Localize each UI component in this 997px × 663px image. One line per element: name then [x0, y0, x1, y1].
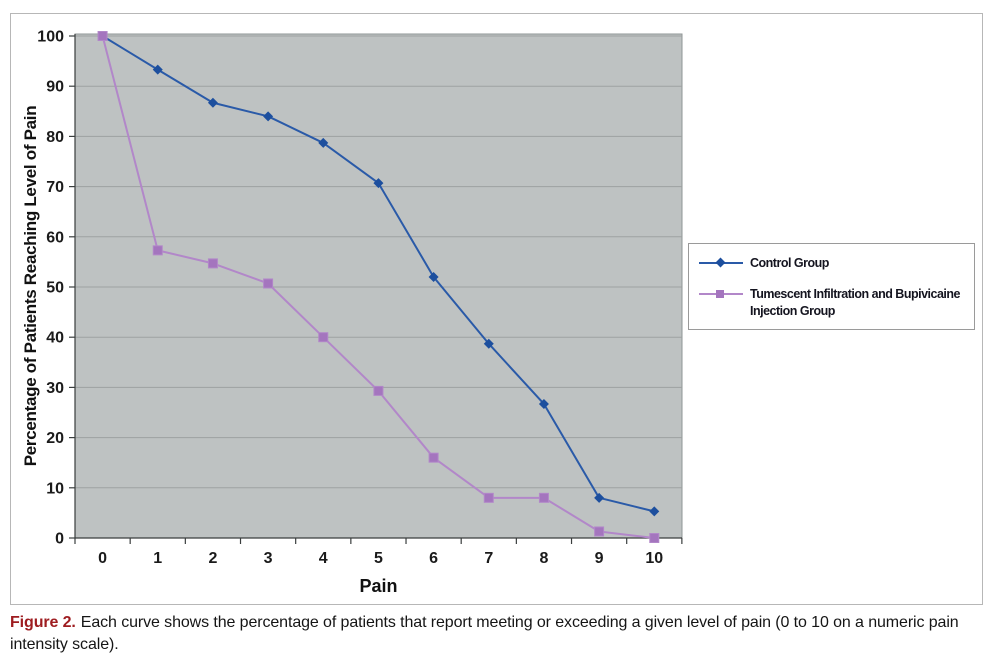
y-tick-label: 50 — [46, 280, 64, 297]
line-chart: 0 10 20 30 40 50 60 70 80 90 100 0 1 2 3 4 5 6 7 8 9 10 Percen… — [21, 29, 683, 596]
data-point-marker-square — [428, 452, 439, 463]
legend-item-control-group: Control Group — [699, 255, 966, 271]
data-point-marker-diamond — [318, 137, 329, 148]
figure-caption-label: Figure 2. — [10, 614, 76, 631]
data-point-marker-square — [373, 385, 384, 396]
legend-label-tumescent-group: Tumescent Infiltration and Bupivicaine I… — [750, 286, 960, 319]
figure-caption-text: Each curve shows the percentage of patie… — [10, 614, 959, 654]
x-tick-label: 6 — [429, 550, 438, 567]
y-tick-label: 0 — [55, 531, 64, 548]
x-tick-label: 4 — [319, 550, 328, 567]
data-point-marker-square — [318, 332, 329, 343]
x-tick-label: 3 — [264, 550, 273, 567]
y-tick-label: 100 — [37, 29, 64, 46]
y-tick-label: 40 — [46, 330, 64, 347]
data-point-marker-diamond — [428, 271, 439, 282]
data-point-marker-square — [263, 278, 274, 289]
x-tick-label: 9 — [595, 550, 604, 567]
y-tick-label: 80 — [46, 129, 64, 146]
data-point-marker-diamond — [152, 64, 163, 75]
x-axis-title: Pain — [359, 576, 397, 596]
data-point-marker-diamond — [538, 398, 549, 409]
chart-figure: 0 10 20 30 40 50 60 70 80 90 100 0 1 2 3 4 5 6 7 8 9 10 Percen… — [10, 13, 983, 605]
data-point-marker-diamond — [263, 111, 274, 122]
x-tick-label: 0 — [98, 550, 107, 567]
legend-label-control-group: Control Group — [750, 255, 829, 271]
x-tick-label: 7 — [484, 550, 493, 567]
legend-label-text: Tumescent Infiltration and Bupivicaine — [750, 287, 960, 302]
y-tick-label: 60 — [46, 229, 64, 246]
legend-label-text-line2: Injection Group — [750, 303, 835, 318]
data-point-marker-square — [538, 492, 549, 503]
control-group-marker-icon — [699, 256, 743, 269]
y-tick-label: 10 — [46, 480, 64, 497]
x-tick-label: 8 — [539, 550, 548, 567]
data-point-marker-diamond — [207, 97, 218, 108]
data-point-marker-diamond — [649, 506, 660, 517]
legend-item-tumescent-group: Tumescent Infiltration and Bupivicaine I… — [699, 286, 966, 319]
data-point-marker-square — [207, 258, 218, 269]
data-point-marker-square — [649, 533, 660, 543]
legend-label-text: Control Group — [750, 256, 829, 270]
y-tick-label: 30 — [46, 380, 64, 397]
x-tick-label: 1 — [153, 550, 162, 567]
x-tick-label: 2 — [208, 550, 217, 567]
y-axis-title: Percentage of Patients Reaching Level of… — [21, 106, 40, 467]
x-tick-label: 10 — [645, 550, 663, 567]
figure-caption: Figure 2. Each curve shows the percentage… — [10, 612, 990, 656]
data-point-marker-diamond — [373, 178, 384, 189]
chart-legend: Control Group Tumescent Infiltration and… — [688, 243, 975, 330]
tumescent-group-marker-icon — [699, 287, 743, 300]
data-point-marker-square — [483, 492, 494, 503]
data-point-marker-diamond — [483, 338, 494, 349]
y-tick-label: 70 — [46, 179, 64, 196]
x-tick-label: 5 — [374, 550, 383, 567]
data-point-marker-square — [594, 526, 605, 537]
data-point-marker-square — [152, 245, 163, 256]
y-tick-label: 20 — [46, 430, 64, 447]
plot-area — [74, 33, 683, 539]
y-tick-label: 90 — [46, 79, 64, 96]
data-point-marker-square — [97, 31, 108, 41]
data-point-marker-diamond — [594, 492, 605, 503]
